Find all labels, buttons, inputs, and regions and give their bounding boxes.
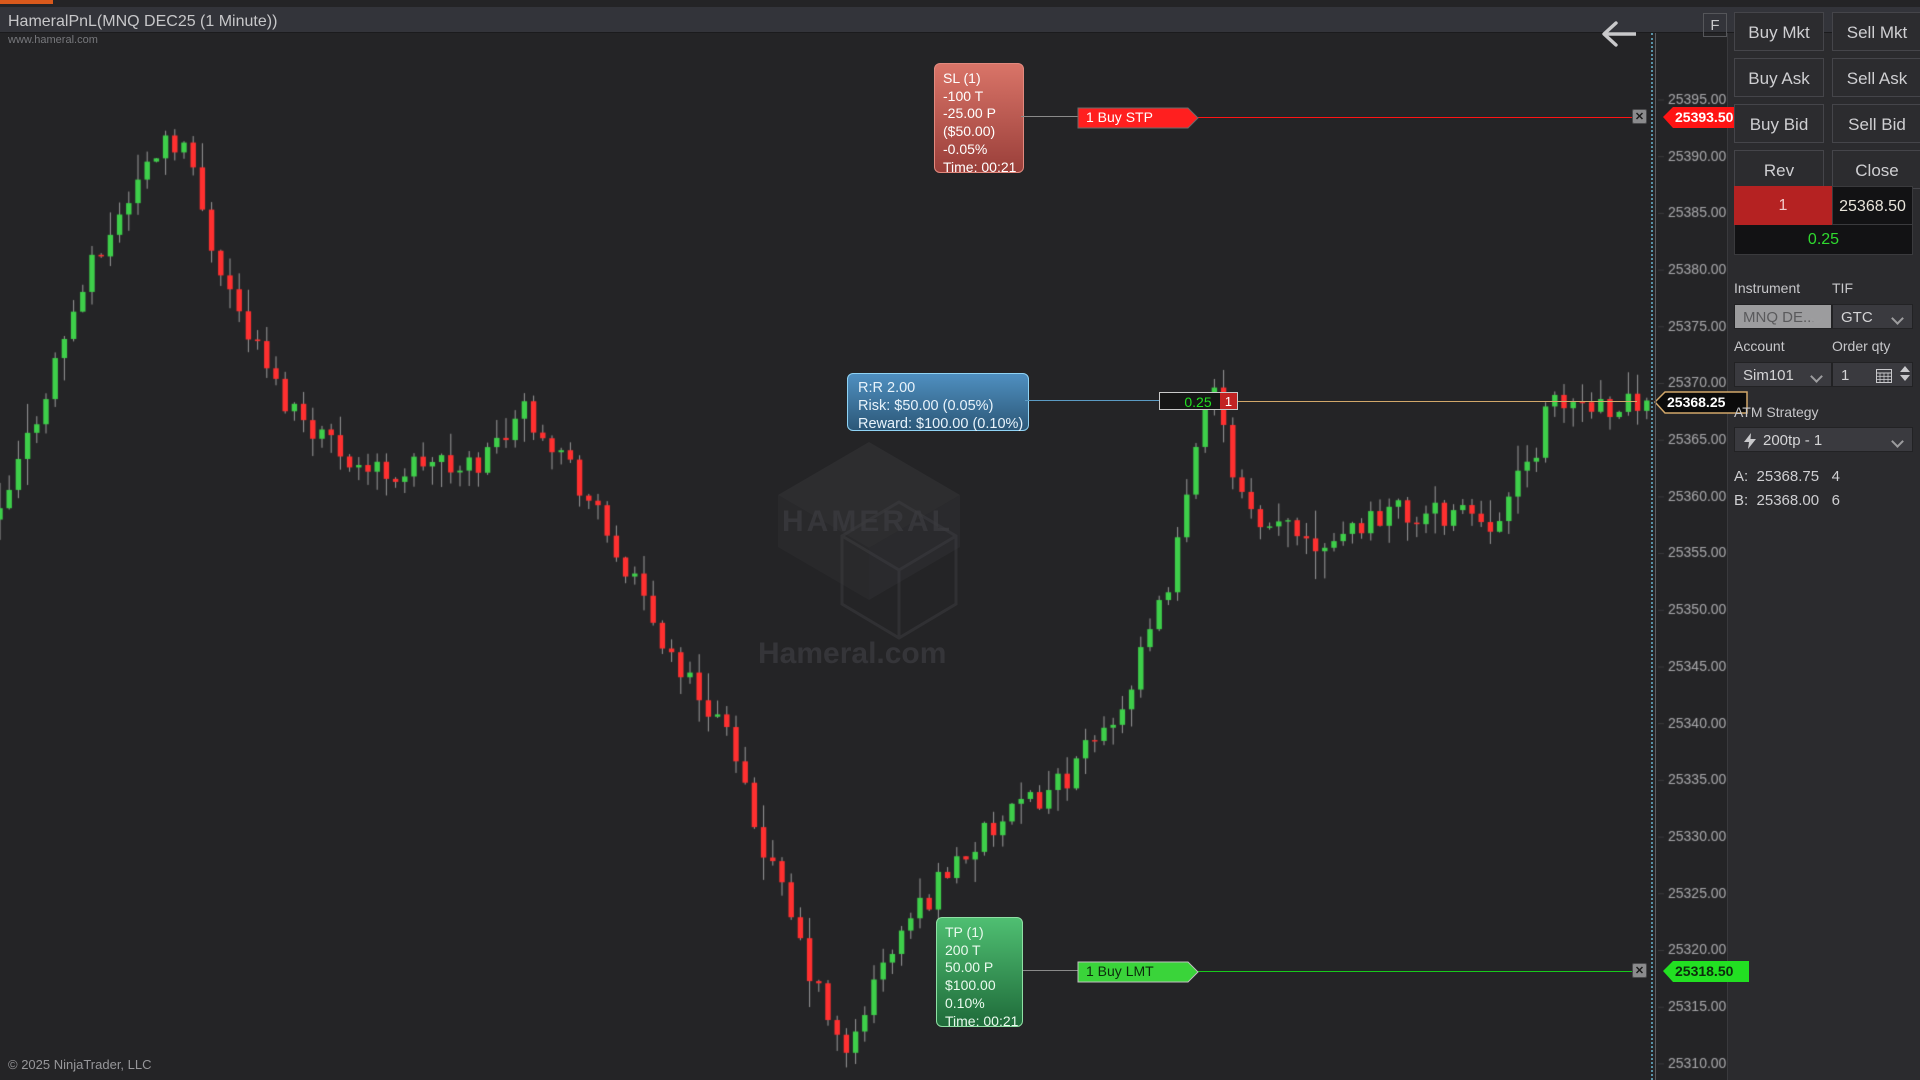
svg-text:25393.50: 25393.50 [1675,109,1734,125]
svg-text:1 Buy STP: 1 Buy STP [1086,109,1153,125]
svg-text:1 Buy LMT: 1 Buy LMT [1086,963,1154,979]
svg-text:25368.25: 25368.25 [1667,394,1726,410]
svg-text:25318.50: 25318.50 [1675,963,1734,979]
